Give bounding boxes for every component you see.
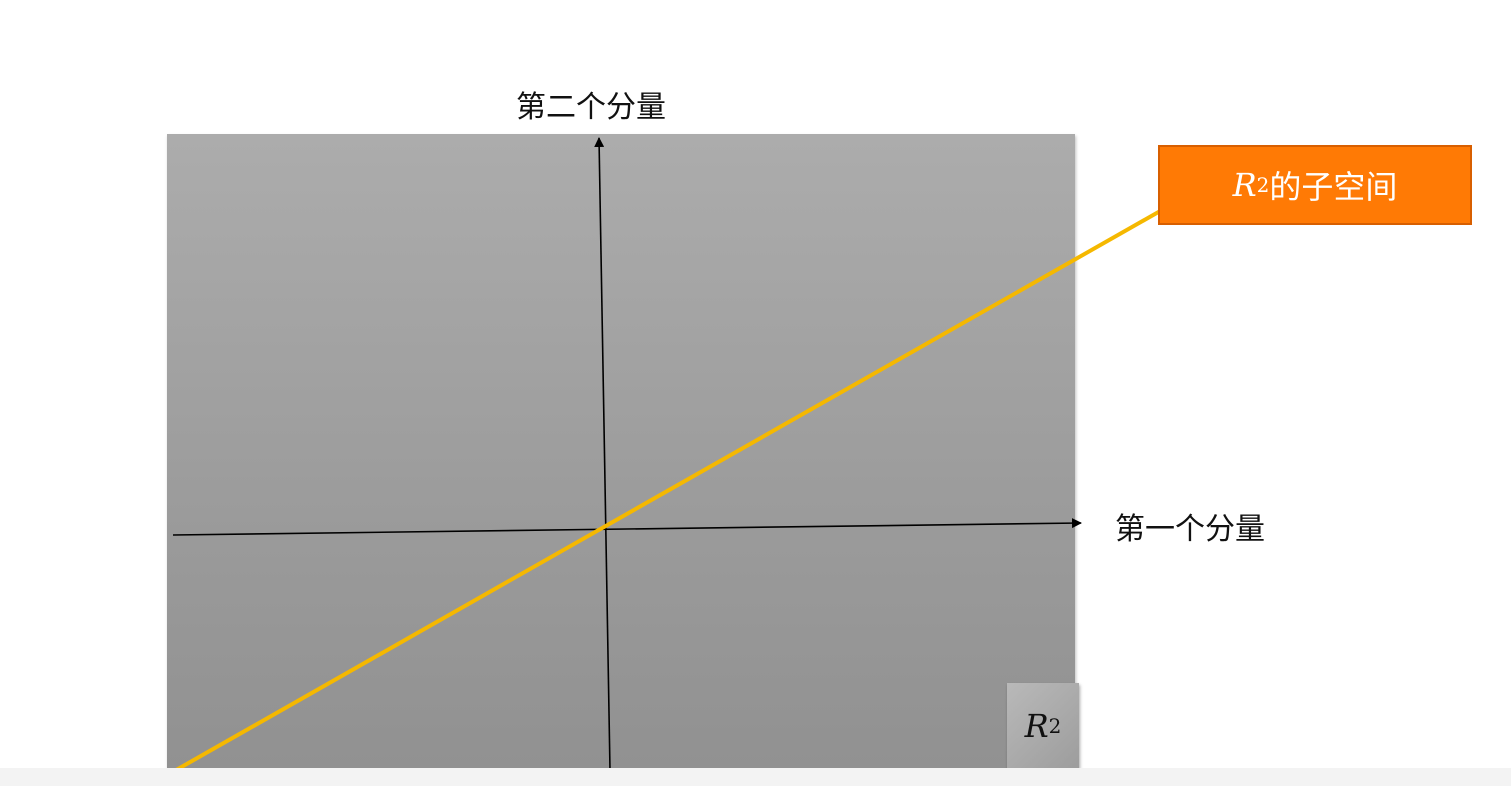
vertical-axis bbox=[594, 137, 611, 771]
bottom-strip bbox=[0, 768, 1511, 786]
subspace-line bbox=[146, 208, 1164, 786]
space-badge-exponent: 2 bbox=[1048, 713, 1062, 738]
horizontal-axis bbox=[172, 518, 1082, 536]
subspace-callout: R 2 的子空间 bbox=[1158, 145, 1472, 225]
subspace-callout-text: 的子空间 bbox=[1269, 168, 1398, 206]
horizontal-axis-label: 第一个分量 bbox=[1115, 512, 1265, 547]
r2-plane bbox=[167, 134, 1075, 768]
subspace-callout-exponent: 2 bbox=[1256, 173, 1270, 197]
space-badge-symbol: R bbox=[1024, 706, 1049, 745]
subspace-callout-symbol: R bbox=[1232, 166, 1257, 204]
vertical-axis-label: 第二个分量 bbox=[516, 90, 666, 125]
